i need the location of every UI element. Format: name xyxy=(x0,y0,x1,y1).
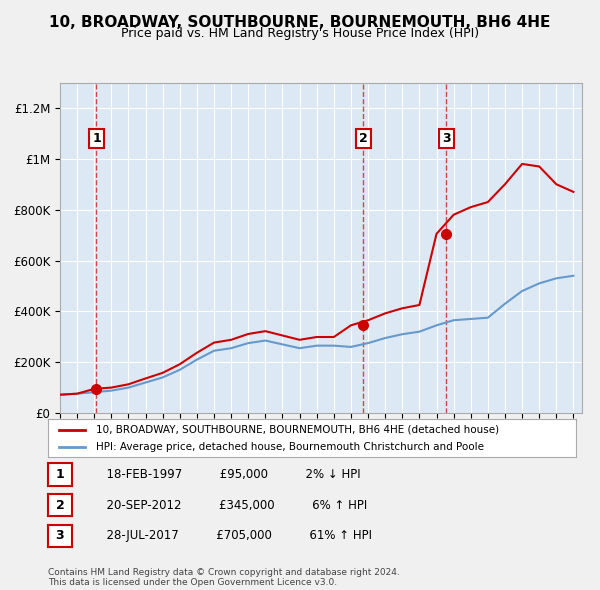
Text: 2: 2 xyxy=(359,132,368,145)
Text: 10, BROADWAY, SOUTHBOURNE, BOURNEMOUTH, BH6 4HE: 10, BROADWAY, SOUTHBOURNE, BOURNEMOUTH, … xyxy=(49,15,551,30)
Text: 2: 2 xyxy=(56,499,64,512)
Text: Contains HM Land Registry data © Crown copyright and database right 2024.
This d: Contains HM Land Registry data © Crown c… xyxy=(48,568,400,587)
Text: 1: 1 xyxy=(92,132,101,145)
Text: 10, BROADWAY, SOUTHBOURNE, BOURNEMOUTH, BH6 4HE (detached house): 10, BROADWAY, SOUTHBOURNE, BOURNEMOUTH, … xyxy=(95,425,499,435)
Text: 18-FEB-1997          £95,000          2% ↓ HPI: 18-FEB-1997 £95,000 2% ↓ HPI xyxy=(99,468,361,481)
Text: 28-JUL-2017          £705,000          61% ↑ HPI: 28-JUL-2017 £705,000 61% ↑ HPI xyxy=(99,529,372,542)
Text: 3: 3 xyxy=(56,529,64,542)
Text: 3: 3 xyxy=(442,132,451,145)
Text: HPI: Average price, detached house, Bournemouth Christchurch and Poole: HPI: Average price, detached house, Bour… xyxy=(95,441,484,451)
Text: Price paid vs. HM Land Registry's House Price Index (HPI): Price paid vs. HM Land Registry's House … xyxy=(121,27,479,40)
Text: 1: 1 xyxy=(56,468,64,481)
Text: 20-SEP-2012          £345,000          6% ↑ HPI: 20-SEP-2012 £345,000 6% ↑ HPI xyxy=(99,499,367,512)
